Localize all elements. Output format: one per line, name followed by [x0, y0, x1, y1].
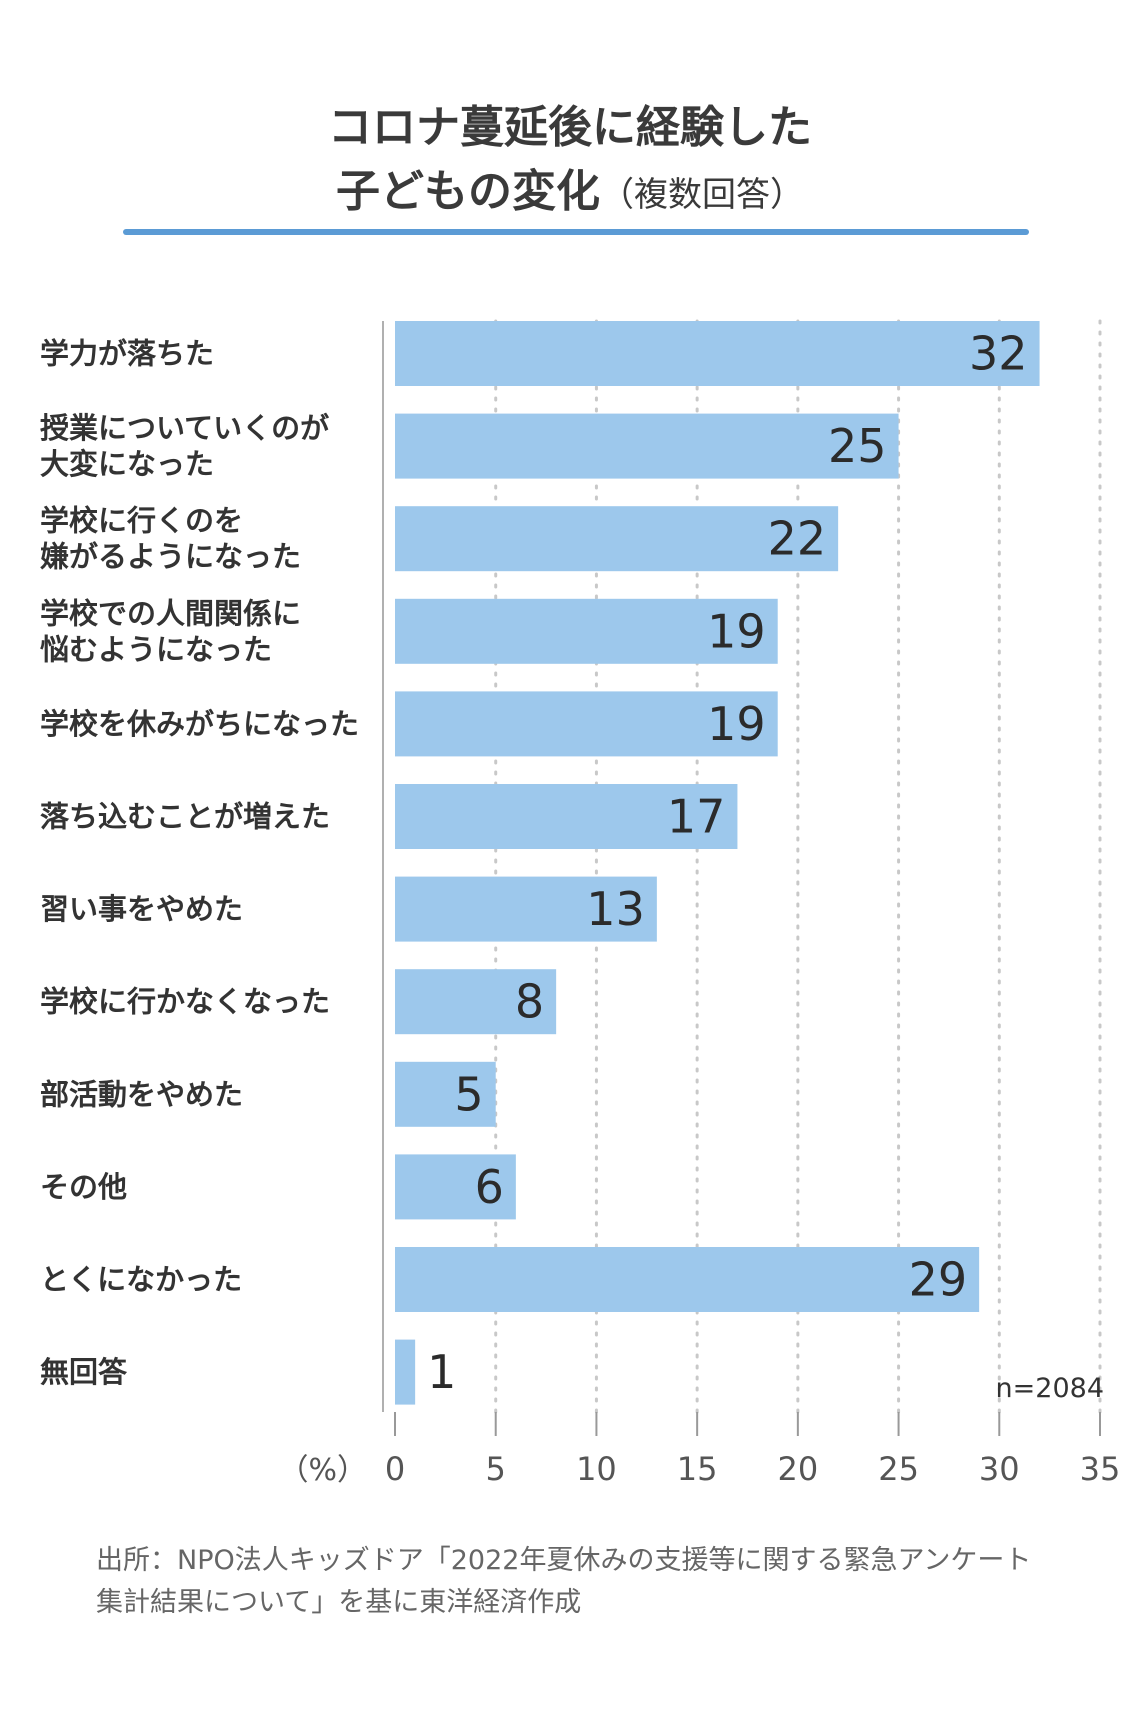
- value-label-10: 29: [909, 1253, 968, 1307]
- category-label-2-1: 嫌がるようになった: [40, 540, 301, 574]
- bar-8: [395, 1061, 496, 1127]
- chart-title-main: 子どもの変化: [336, 166, 600, 217]
- value-label-5: 17: [667, 790, 726, 844]
- category-label-1-0: 授業についていくのが: [40, 411, 329, 445]
- category-label-6: 習い事をやめた: [40, 892, 243, 926]
- bar-2: [395, 506, 839, 572]
- bar-0: [395, 321, 1040, 386]
- source-note: 出所：NPO法人キッズドア「2022年夏休みの支援等に関する緊急アンケート 集計…: [96, 1540, 1076, 1624]
- category-label-7: 学校に行かなくなった: [40, 985, 330, 1019]
- value-label-4: 19: [707, 697, 766, 751]
- category-label-9: その他: [40, 1170, 127, 1204]
- category-label-2-0: 学校に行くのを: [40, 504, 243, 538]
- category-label-10: とくになかった: [40, 1263, 242, 1297]
- source-line2: 集計結果について」を基に東洋経済作成: [96, 1587, 582, 1618]
- category-label-3-1: 悩むようになった: [40, 632, 272, 666]
- category-label-1-1: 大変になった: [40, 447, 214, 481]
- bar-6: [395, 876, 657, 942]
- value-label-11: 1: [427, 1345, 456, 1399]
- sample-size-label: n=2084: [996, 1373, 1104, 1404]
- bar-5: [395, 784, 738, 849]
- title-underline: [123, 229, 1029, 235]
- tick-label-15: 15: [677, 1450, 718, 1488]
- value-label-0: 32: [969, 327, 1028, 381]
- chart-title: コロナ蔓延後に経験した 子どもの変化（複数回答）: [0, 96, 1140, 227]
- value-label-2: 22: [768, 512, 827, 566]
- axis-unit-label: （%）: [278, 1453, 367, 1488]
- tick-label-25: 25: [878, 1450, 919, 1488]
- tick-label-20: 20: [777, 1450, 818, 1488]
- category-label-3-0: 学校での人間関係に: [40, 596, 301, 630]
- tick-label-30: 30: [979, 1450, 1020, 1488]
- category-label-0: 学力が落ちた: [40, 337, 214, 371]
- bar-11: [395, 1339, 416, 1405]
- chart-title-line2: 子どもの変化（複数回答）: [0, 160, 1140, 227]
- category-label-8: 部活動をやめた: [40, 1077, 243, 1111]
- bar-10: [395, 1247, 980, 1312]
- tick-label-5: 5: [486, 1450, 506, 1488]
- category-label-11: 無回答: [40, 1355, 128, 1389]
- value-label-8: 5: [454, 1067, 483, 1121]
- bar-3: [395, 598, 778, 664]
- bar-4: [395, 691, 778, 757]
- tick-label-10: 10: [576, 1450, 617, 1488]
- value-label-1: 25: [828, 419, 887, 473]
- source-line1: 出所：NPO法人キッズドア「2022年夏休みの支援等に関する緊急アンケート: [96, 1545, 1032, 1576]
- chart-title-note: （複数回答）: [600, 175, 804, 215]
- chart-title-line1: コロナ蔓延後に経験した: [328, 102, 812, 153]
- value-label-7: 8: [515, 975, 544, 1029]
- bar-1: [395, 413, 899, 479]
- category-label-4: 学校を休みがちになった: [40, 707, 359, 741]
- tick-label-0: 0: [385, 1450, 405, 1488]
- bar-7: [395, 969, 557, 1035]
- category-label-5: 落ち込むことが増えた: [40, 800, 330, 834]
- value-label-9: 6: [475, 1160, 504, 1214]
- value-label-3: 19: [707, 604, 766, 658]
- bar-9: [395, 1154, 516, 1220]
- tick-label-35: 35: [1080, 1450, 1121, 1488]
- value-label-6: 13: [586, 882, 645, 936]
